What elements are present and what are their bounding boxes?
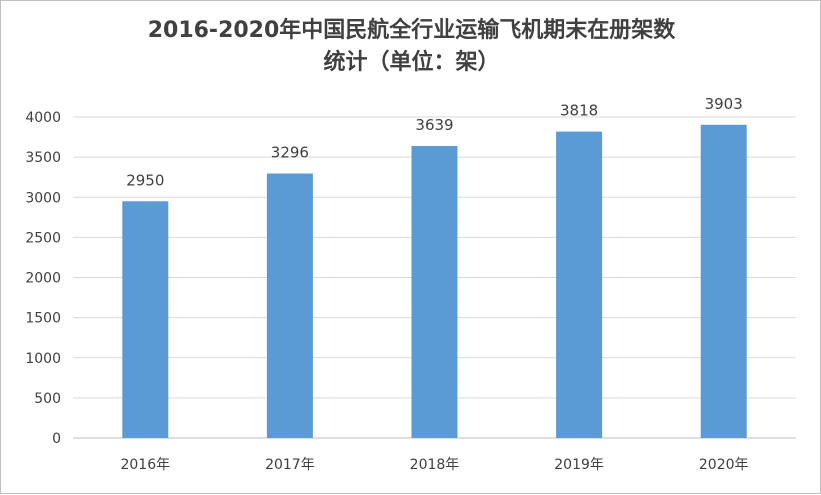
chart-title-line-1: 2016-2020年中国民航全行业运输飞机期末在册架数 <box>147 18 676 43</box>
x-tick-label: 2018年 <box>410 457 460 473</box>
x-tick-label: 2019年 <box>554 457 604 473</box>
chart-title-line-2: 统计（单位：架） <box>323 50 500 75</box>
data-label: 3296 <box>271 143 309 161</box>
bar <box>556 131 603 438</box>
y-tick-label: 500 <box>34 391 61 407</box>
data-label: 3639 <box>415 116 453 134</box>
y-tick-label: 1000 <box>25 351 61 367</box>
y-tick-label: 0 <box>52 431 61 447</box>
bar <box>266 173 313 438</box>
data-label: 2950 <box>126 171 164 189</box>
x-tick-label: 2017年 <box>265 457 315 473</box>
y-tick-label: 2000 <box>25 271 61 287</box>
y-tick-label: 4000 <box>25 110 61 126</box>
bar <box>700 124 747 439</box>
y-tick-label: 3000 <box>25 190 61 206</box>
y-tick-label: 2500 <box>25 230 61 246</box>
data-label: 3903 <box>705 95 743 113</box>
x-tick-label: 2016年 <box>120 457 170 473</box>
x-tick-label: 2020年 <box>699 457 749 473</box>
bar <box>122 201 169 438</box>
y-tick-label: 3500 <box>25 150 61 166</box>
bar <box>411 145 458 438</box>
chart-title: 2016-2020年中国民航全行业运输飞机期末在册架数 统计（单位：架） <box>1 15 821 79</box>
data-label: 3818 <box>560 102 598 120</box>
y-tick-label: 1500 <box>25 311 61 327</box>
